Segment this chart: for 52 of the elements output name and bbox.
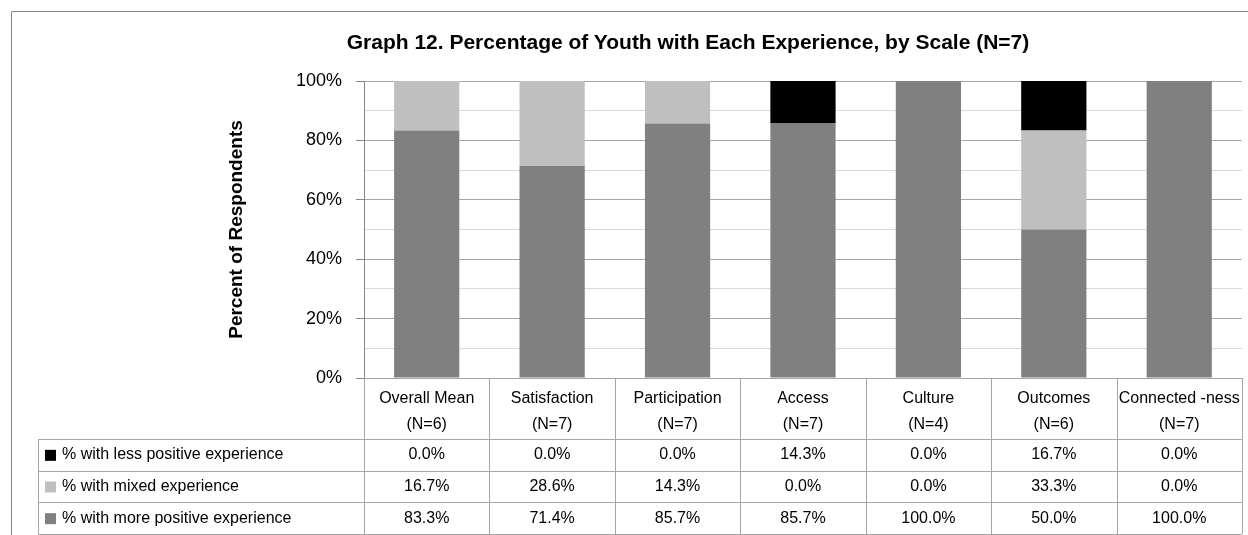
data-label: 0.0% <box>910 476 947 494</box>
data-label: 0.0% <box>910 445 947 463</box>
x-tick-label: Satisfaction (N=7) <box>510 389 594 432</box>
bar <box>1146 81 1212 378</box>
data-label: 85.7% <box>654 508 701 526</box>
x-tick-label: Participation (N=7) <box>633 389 722 432</box>
data-label: 33.3% <box>1031 476 1077 494</box>
bar <box>394 130 460 378</box>
data-label: 16.7% <box>1031 445 1077 463</box>
bar <box>394 81 460 131</box>
y-tick-label: 60% <box>305 188 342 209</box>
data-label: 0.0% <box>659 445 696 463</box>
bar <box>644 123 711 378</box>
y-tick-label: 100% <box>295 69 342 90</box>
data-label: 0.0% <box>408 445 445 463</box>
bar <box>895 81 961 378</box>
data-label: 0.0% <box>1161 445 1198 463</box>
bar <box>519 81 585 166</box>
legend-label: % with mixed experience <box>62 476 240 494</box>
bar <box>644 81 711 124</box>
y-tick-label: 80% <box>305 129 342 150</box>
bar <box>1021 81 1087 131</box>
x-tick-label: Overall Mean (N=6) <box>379 389 475 432</box>
data-label: 85.7% <box>780 508 826 526</box>
data-label: 28.6% <box>529 476 575 494</box>
data-label: 0.0% <box>784 476 822 494</box>
x-tick-label: Access (N=7) <box>777 389 829 432</box>
data-label: 100.0% <box>901 508 956 526</box>
x-tick-label: Outcomes (N=6) <box>1017 389 1091 432</box>
data-label: 71.4% <box>529 508 575 526</box>
bar <box>1021 130 1087 230</box>
y-tick-label: 40% <box>305 248 342 269</box>
data-label: 14.3% <box>780 445 826 463</box>
y-tick-label: 20% <box>305 307 342 328</box>
bar <box>770 81 836 124</box>
legend-label: % with more positive experience <box>62 508 292 526</box>
data-label: 100.0% <box>1152 508 1207 526</box>
data-label: 0.0% <box>533 445 571 463</box>
x-tick-label: Connected -ness (N=7) <box>1118 389 1240 432</box>
data-label: 50.0% <box>1031 508 1077 526</box>
legend-label: % with less positive experience <box>62 445 284 463</box>
y-axis-title: Percent of Respondents <box>224 120 246 339</box>
chart-title: Graph 12. Percentage of Youth with Each Experience, by Scale (N=7) <box>346 29 1030 53</box>
x-tick-label: Culture (N=4) <box>902 389 955 432</box>
bar <box>1021 229 1087 378</box>
data-label: 83.3% <box>404 508 450 526</box>
y-tick-label: 0% <box>315 366 342 387</box>
data-label: 16.7% <box>404 476 450 494</box>
data-label: 14.3% <box>654 476 701 494</box>
data-label: 0.0% <box>1161 476 1198 494</box>
bar <box>519 165 585 378</box>
bar <box>770 123 836 378</box>
